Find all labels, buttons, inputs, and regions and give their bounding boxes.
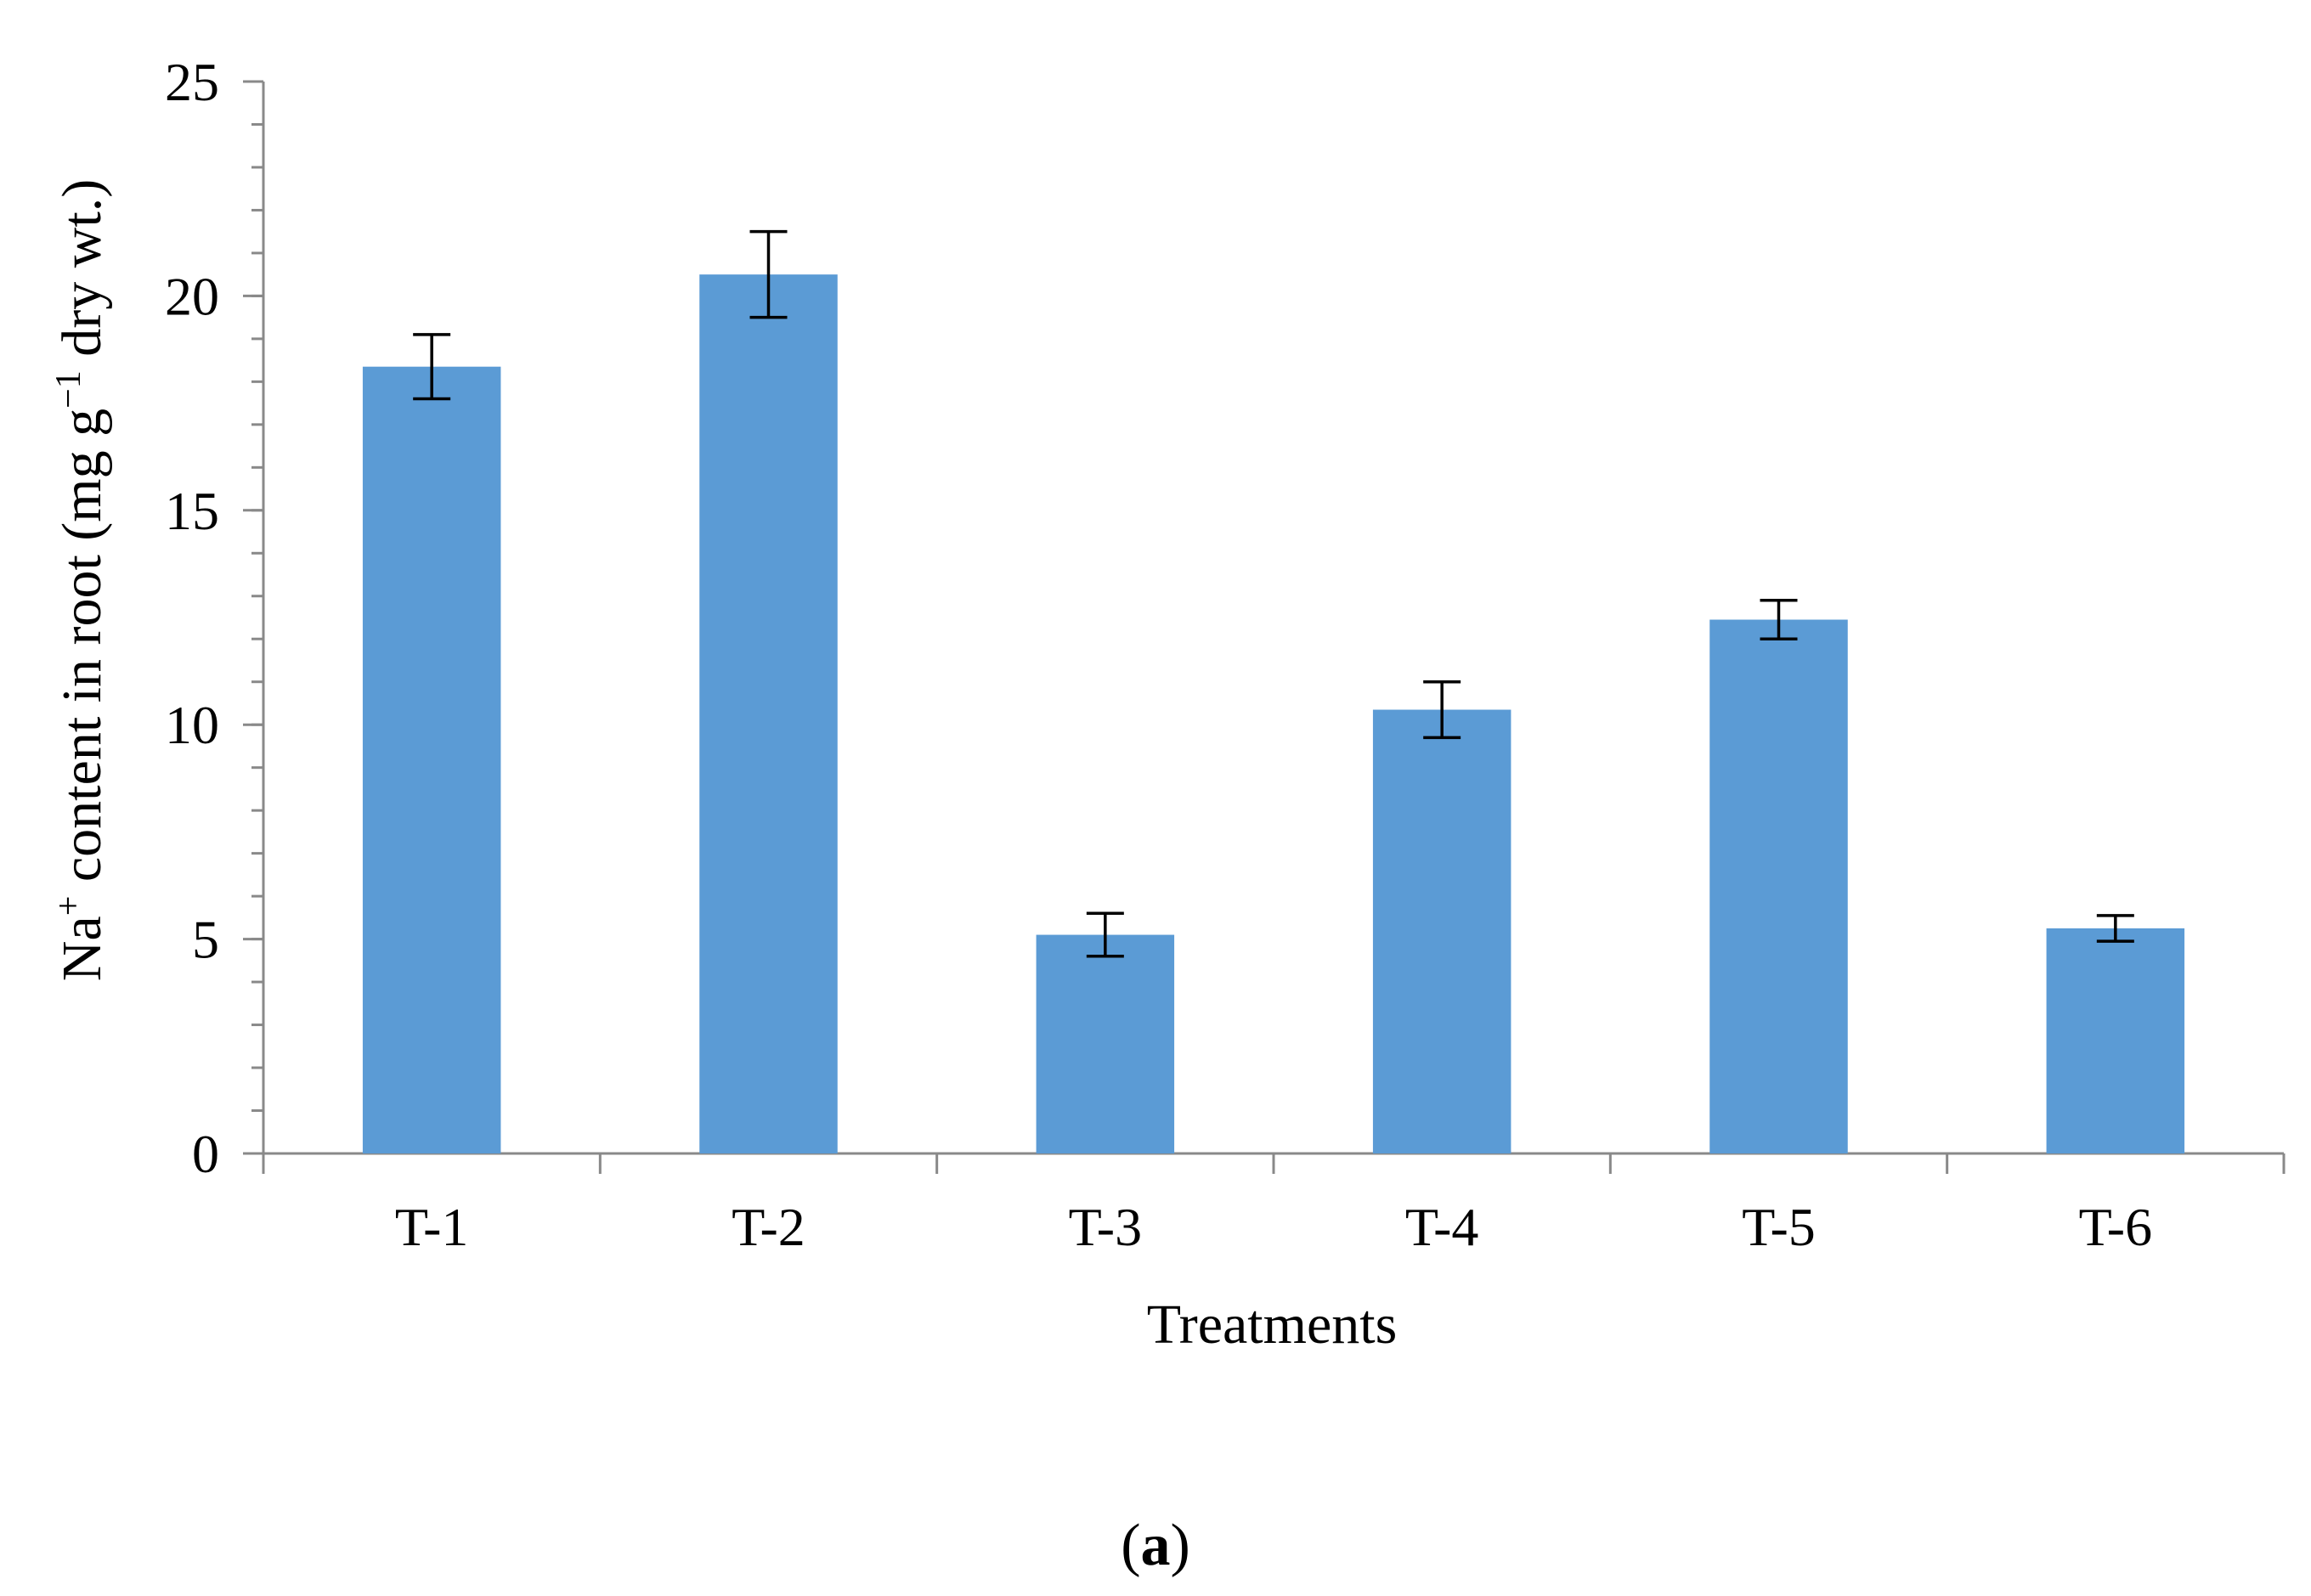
y-axis-title-prefix: Na (51, 916, 113, 981)
x-tick-label: T-4 (1405, 1197, 1479, 1257)
error-bar-t-3 (1086, 911, 1124, 958)
error-bar-t-1 (413, 333, 451, 401)
y-tick-label: 10 (165, 695, 219, 755)
y-axis-title-suffix: dry wt.) (51, 179, 113, 370)
error-bars (413, 229, 2134, 958)
x-tick-label: T-3 (1069, 1197, 1143, 1257)
y-tick-labels: 0 5 10 15 20 25 (165, 52, 219, 1184)
bar-t-2 (699, 274, 838, 1153)
error-bar-t-6 (2096, 914, 2134, 943)
bar-t-1 (362, 366, 501, 1153)
panel-label-letter: a (1141, 1513, 1171, 1578)
panel-label-open: ( (1121, 1513, 1140, 1578)
x-tick-labels: T-1 T-2 T-3 T-4 T-5 T-6 (395, 1197, 2152, 1257)
x-tick-label: T-6 (2079, 1197, 2153, 1257)
y-tick-label: 5 (192, 910, 219, 970)
bar-t-4 (1372, 709, 1511, 1153)
y-axis-title: Na+ content in root (mg g−1 dry wt.) (49, 179, 113, 982)
x-tick-label: T-2 (732, 1197, 805, 1257)
x-axis-title: Treatments (1147, 1294, 1398, 1356)
bars (362, 274, 2185, 1153)
x-axis (262, 1152, 2286, 1174)
x-tick-label: T-5 (1742, 1197, 1816, 1257)
bar-t-6 (2046, 928, 2185, 1153)
y-tick-label: 25 (165, 52, 219, 112)
error-bar-t-2 (749, 229, 788, 319)
y-axis-title-middle: content in root (mg g (51, 409, 113, 896)
y-tick-label: 15 (165, 481, 219, 541)
bar-t-3 (1036, 934, 1175, 1153)
y-axis-title-sup2: −1 (49, 370, 88, 409)
y-tick-label: 0 (192, 1124, 219, 1184)
y-axis-title-sup1: + (49, 896, 88, 916)
panel-label: (a) (1121, 1513, 1190, 1578)
bar-t-5 (1709, 619, 1848, 1153)
panel-label-close: ) (1171, 1513, 1190, 1578)
x-tick-label: T-1 (395, 1197, 469, 1257)
y-axis (243, 80, 265, 1155)
y-tick-label: 20 (165, 266, 219, 326)
error-bar-t-5 (1760, 599, 1798, 640)
error-bar-t-4 (1423, 680, 1461, 740)
